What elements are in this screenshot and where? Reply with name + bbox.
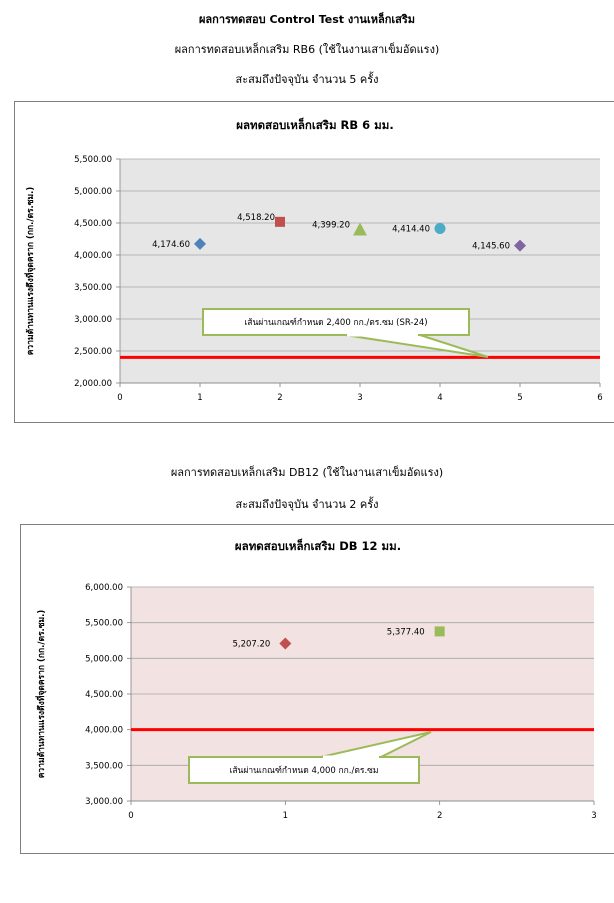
rb6-point-2-label: 4,518.20: [237, 213, 275, 223]
rb6-y-axis-title: ความต้านทานแรงดึงที่จุดคราก (กก./ตร.ซม.): [23, 187, 36, 356]
rb6-y-tick-label: 3,500.00: [74, 283, 112, 293]
rb6-y-tick-label: 4,500.00: [74, 219, 112, 229]
rb6-chart-title: ผลทดสอบเหล็กเสริม RB 6 มม.: [236, 117, 393, 132]
rb6-point-1-label: 4,174.60: [152, 240, 190, 250]
db12-y-tick-label: 4,500.00: [85, 690, 123, 700]
db12-chart-title: ผลทดสอบเหล็กเสริม DB 12 มม.: [235, 538, 401, 553]
db12-x-tick-label: 0: [128, 811, 133, 821]
db12-x-tick-label: 3: [591, 811, 596, 821]
rb6-chart: ผลทดสอบเหล็กเสริม RB 6 มม. 2,000.00 2,500.…: [14, 101, 614, 423]
rb6-x-tick-label: 0: [117, 393, 122, 403]
rb6-plot-area: [120, 159, 600, 383]
rb6-point-3-label: 4,399.20: [312, 220, 350, 230]
rb6-callout-box: [202, 308, 470, 336]
db12-y-tick-label: 3,500.00: [85, 761, 123, 771]
rb6-y-tick-label: 5,500.00: [74, 155, 112, 165]
rb6-count: สะสมถึงปัจจุบัน จำนวน 5 ครั้ง: [235, 73, 379, 86]
db12-chart: ผลทดสอบเหล็กเสริม DB 12 มม. 3,000.00 3,500…: [20, 524, 614, 854]
rb6-point-1: [194, 237, 206, 250]
rb6-point-5: [514, 239, 526, 252]
rb6-x-tick-label: 5: [517, 393, 522, 403]
rb6-x-tick-label: 4: [437, 393, 442, 403]
rb6-x-tick-label: 3: [357, 393, 362, 403]
rb6-threshold-label: เส้นผ่านเกณฑ์กำหนด 2,400 กก./ตร.ซม (SR-2…: [244, 317, 427, 328]
db12-point-2: [434, 626, 445, 637]
db12-y-axis-title: ความต้านทานแรงดึงที่จุดคราก (กก./ตร.ซม.): [34, 610, 47, 779]
rb6-point-3: [353, 222, 367, 236]
db12-count: สะสมถึงปัจจุบัน จำนวน 2 ครั้ง: [235, 498, 379, 511]
db12-threshold-label: เส้นผ่านเกณฑ์กำหนด 4,000 กก./ตร.ซม: [229, 765, 378, 776]
db12-y-tick-label: 5,500.00: [85, 619, 123, 629]
rb6-point-4: [434, 222, 446, 234]
db12-subtitle: ผลการทดสอบเหล็กเสริม DB12 (ใช้ในงานเสาเข…: [170, 466, 444, 479]
db12-y-tick-label: 6,000.00: [85, 583, 123, 593]
db12-point-1: [279, 637, 292, 650]
db12-y-tick-label: 5,000.00: [85, 654, 123, 664]
rb6-point-2: [275, 216, 285, 227]
rb6-y-tick-label: 2,500.00: [74, 347, 112, 357]
rb6-point-4-label: 4,414.40: [392, 224, 430, 234]
rb6-y-tick-label: 3,000.00: [74, 315, 112, 325]
rb6-point-5-label: 4,145.60: [472, 242, 510, 252]
rb6-chart-svg: ผลทดสอบเหล็กเสริม RB 6 มม. 2,000.00 2,500.…: [23, 117, 603, 403]
db12-point-1-label: 5,207.20: [232, 640, 270, 650]
db12-point-2-label: 5,377.40: [387, 627, 425, 637]
rb6-subtitle: ผลการทดสอบเหล็กเสริม RB6 (ใช้ในงานเสาเข็…: [174, 43, 440, 56]
rb6-y-tick-label: 4,000.00: [74, 251, 112, 261]
rb6-y-tick-label: 5,000.00: [74, 187, 112, 197]
rb6-x-tick-label: 1: [197, 393, 202, 403]
db12-callout-box: [188, 756, 420, 784]
db12-x-tick-label: 1: [283, 811, 288, 821]
rb6-x-tick-label: 2: [277, 393, 282, 403]
db12-y-tick-label: 3,000.00: [85, 797, 123, 807]
report-title: ผลการทดสอบ Control Test งานเหล็กเสริม: [198, 13, 415, 26]
rb6-x-tick-label: 6: [597, 393, 602, 403]
db12-y-tick-label: 4,000.00: [85, 726, 123, 736]
rb6-y-tick-label: 2,000.00: [74, 379, 112, 389]
db12-chart-svg: ผลทดสอบเหล็กเสริม DB 12 มม. 3,000.00 3,500…: [34, 538, 597, 821]
db12-x-tick-label: 2: [437, 811, 442, 821]
